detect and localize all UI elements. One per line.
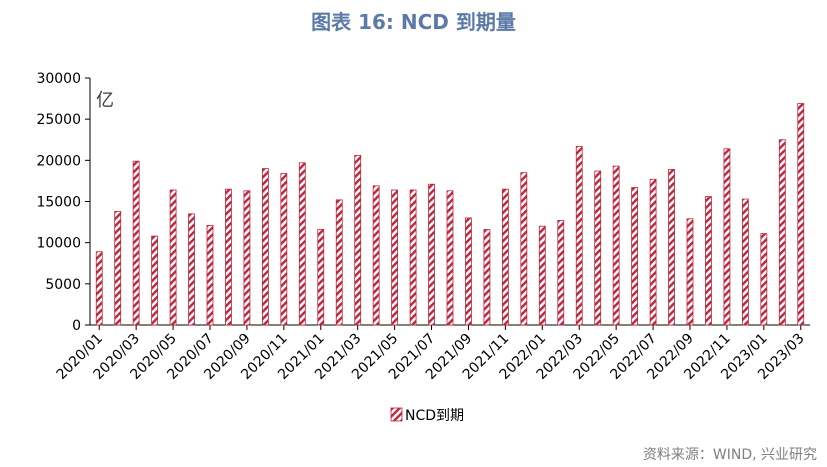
y-axis: 0 5000 10000 15000 20000 25000 30000 — [36, 71, 91, 334]
bar-2020-05 — [169, 189, 177, 326]
bar-2020-03 — [132, 160, 140, 326]
bar-2022-08 — [668, 168, 675, 326]
bar-2020-02 — [114, 210, 122, 326]
legend-label: NCD到期 — [405, 408, 464, 424]
bar-2020-06 — [188, 213, 195, 326]
y-tick-label: 30000 — [36, 71, 81, 87]
y-tick-label: 5000 — [45, 277, 81, 293]
bar-2021-04 — [372, 185, 380, 326]
bar-2021-10 — [483, 229, 491, 326]
bar-2020-08 — [225, 188, 232, 326]
y-tick-label: 20000 — [36, 153, 81, 169]
bar-2021-12 — [520, 172, 528, 326]
y-tick-label: 10000 — [36, 236, 81, 252]
bar-2020-12 — [298, 162, 306, 326]
bar-2022-11 — [723, 148, 731, 326]
bar-2023-01 — [760, 233, 768, 326]
bar-2022-05 — [612, 165, 620, 326]
bar-2023-03 — [797, 103, 805, 326]
bar-2022-12 — [741, 198, 749, 326]
bar-2022-02 — [557, 220, 565, 326]
bar-2020-07 — [206, 224, 214, 326]
bar-2023-02 — [778, 139, 786, 326]
bar-2021-01 — [317, 229, 325, 326]
y-tick-label: 15000 — [36, 195, 81, 211]
bar-2022-01 — [538, 225, 546, 326]
bar-2022-09 — [686, 218, 694, 326]
bar-2020-04 — [151, 235, 159, 326]
bars — [95, 103, 805, 326]
x-axis: 2020/012020/032020/052020/072020/092020/… — [54, 324, 810, 383]
bar-2021-07 — [428, 183, 435, 326]
bar-2022-03 — [575, 145, 583, 326]
unit-label: 亿 — [96, 90, 114, 111]
bar-2021-09 — [465, 217, 472, 326]
bar-2022-06 — [631, 187, 639, 326]
source-note: 资料来源：WIND, 兴业研究 — [642, 447, 817, 463]
bar-2021-08 — [446, 190, 454, 326]
y-tick-label: 0 — [72, 318, 81, 334]
bar-2021-02 — [335, 199, 343, 326]
legend-swatch — [390, 407, 403, 422]
legend: NCD到期 — [390, 407, 464, 424]
bar-2020-11 — [280, 173, 288, 326]
bar-2021-06 — [409, 189, 417, 326]
chart-title: 图表 16: NCD 到期量 — [311, 10, 516, 34]
bar-2020-01 — [95, 251, 103, 326]
bar-2022-10 — [705, 196, 712, 326]
bar-2020-10 — [261, 168, 269, 326]
bar-2021-03 — [354, 154, 362, 326]
bar-2022-04 — [594, 170, 602, 326]
bar-2022-07 — [649, 178, 657, 326]
bar-2021-05 — [391, 189, 399, 326]
bar-2020-09 — [243, 190, 251, 326]
y-tick-label: 25000 — [36, 112, 81, 128]
bar-2021-11 — [501, 188, 509, 326]
